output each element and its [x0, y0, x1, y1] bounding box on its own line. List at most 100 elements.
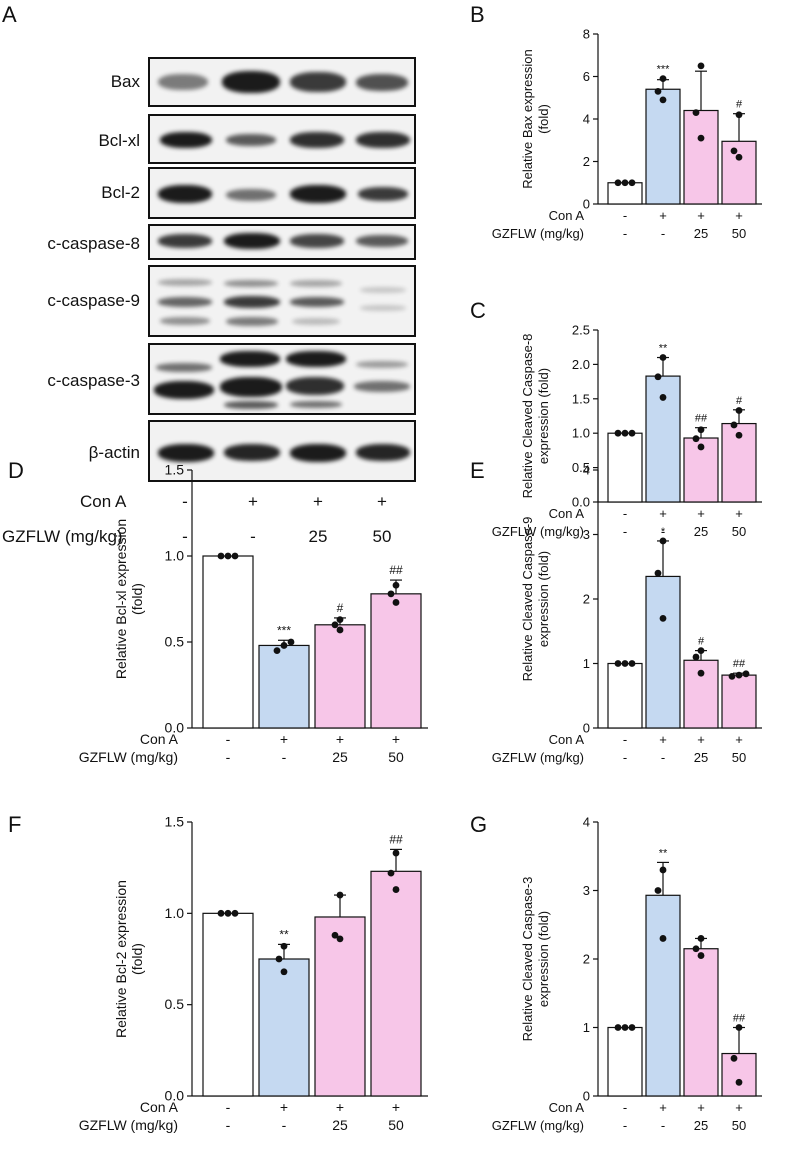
y-tick-label: 0.5 [165, 996, 185, 1012]
y-tick-label: 0 [583, 721, 590, 736]
cona-value: + [659, 506, 667, 521]
bar [645, 88, 681, 205]
data-point [628, 179, 636, 187]
gzflw-value: - [282, 1117, 287, 1133]
data-point [614, 179, 622, 187]
gzflw-value: - [661, 1118, 665, 1133]
significance-marker: ** [659, 343, 668, 355]
cona-value: + [659, 732, 667, 747]
gzflw-value: 25 [332, 1117, 348, 1133]
panel-letter-e: E [470, 458, 485, 483]
panel-letter-g: G [470, 812, 488, 837]
data-point [387, 869, 395, 877]
y-tick-label: 1.5 [572, 391, 590, 406]
data-point [659, 935, 667, 942]
data-point [742, 670, 750, 678]
gzflw-label: GZFLW (mg/kg) [492, 750, 584, 765]
y-tick-label: 2.0 [572, 357, 590, 372]
bar [607, 432, 643, 503]
chart-bcl-2: 0.0 0.5 1.0 1.5 Relative Bcl-2 expression (fo… [79, 814, 428, 1133]
data-point [392, 599, 400, 606]
panel-letter-b: B [470, 2, 485, 27]
cona-value: + [735, 1100, 743, 1115]
cona-label: Con A [549, 208, 585, 223]
y-axis-label: expression (fold) [536, 368, 551, 464]
data-point [697, 62, 705, 70]
data-point [735, 111, 743, 119]
significance-marker: ## [389, 832, 403, 846]
data-point [621, 660, 629, 667]
cona-value: + [735, 208, 743, 223]
data-point [659, 96, 667, 104]
y-tick-label: 1.0 [572, 426, 590, 441]
gzflw-label: GZFLW (mg/kg) [492, 1118, 584, 1133]
cona-value: - [226, 1099, 231, 1115]
y-tick-label: 0.5 [572, 460, 590, 475]
gzflw-value: - [661, 524, 665, 539]
gzflw-value: - [623, 226, 627, 241]
cona-value: + [280, 731, 288, 747]
bar [314, 916, 366, 1097]
data-point [697, 935, 705, 942]
data-point [217, 552, 225, 560]
gzflw-value: 25 [332, 749, 348, 765]
data-point [654, 373, 662, 381]
data-point [392, 886, 400, 893]
y-tick-label: 2 [583, 154, 590, 169]
gzflw-value: 25 [694, 1118, 708, 1133]
data-point [336, 626, 344, 634]
y-tick-label: 0.0 [165, 720, 185, 736]
cona-value: - [623, 208, 627, 223]
y-axis-label: Relative Bcl-xl expression [113, 519, 129, 679]
data-point [735, 671, 743, 679]
blot-band-c-caspase-3 [148, 343, 416, 415]
data-point [730, 421, 738, 429]
cona-value: + [659, 208, 667, 223]
cona-label: Con A [549, 732, 585, 747]
cona-value: + [697, 732, 705, 747]
data-point [654, 87, 662, 95]
blot-label-c-caspase-8: c-caspase-8 [47, 234, 140, 253]
blot-band-bax [148, 57, 416, 107]
y-tick-label: 3 [583, 883, 590, 898]
data-point [735, 1024, 743, 1031]
cona-value: - [226, 731, 231, 747]
cona-value: + [735, 732, 743, 747]
data-point [730, 147, 738, 155]
data-point [392, 849, 400, 857]
significance-marker: # [736, 395, 743, 407]
data-point [336, 616, 344, 624]
data-point [735, 153, 743, 161]
y-axis-label: Relative Bcl-2 expression [113, 880, 129, 1038]
data-point [231, 909, 239, 917]
y-tick-label: 4 [583, 815, 590, 830]
data-point [697, 426, 705, 434]
bar [721, 1052, 757, 1097]
western-blot-panel: Bax Bcl-xl Bcl-2 c-caspase-8 c-caspase-9… [0, 0, 430, 560]
bar [314, 624, 366, 729]
data-point [287, 638, 295, 646]
gzflw-value: 25 [694, 226, 708, 241]
y-tick-label: 2 [583, 952, 590, 967]
blot-gzflw-value: - [182, 527, 188, 546]
data-point [280, 942, 288, 950]
data-point [621, 179, 629, 187]
cona-value: + [392, 731, 400, 747]
data-point [275, 955, 283, 963]
y-axis-label: Relative Cleaved Caspase-3 [520, 877, 535, 1042]
y-tick-label: 0.0 [165, 1088, 185, 1104]
panel-letter-d: D [8, 458, 24, 483]
gzflw-label: GZFLW (mg/kg) [492, 524, 584, 539]
data-point [692, 109, 700, 117]
cona-label: Con A [140, 1099, 179, 1115]
bar [258, 644, 310, 729]
blot-cona-value: + [248, 492, 258, 511]
gzflw-value: 50 [388, 749, 404, 765]
y-tick-label: 0.0 [572, 495, 590, 510]
chart-caspase-8: 0.0 0.5 1.0 1.5 2.0 2.5 Relative Cleaved Caspa… [492, 323, 762, 539]
data-point [331, 621, 339, 629]
y-tick-label: 4 [583, 463, 590, 478]
cona-value: + [392, 1099, 400, 1115]
blot-label-c-caspase-3: c-caspase-3 [47, 371, 140, 390]
y-tick-label: 1.0 [165, 548, 185, 564]
